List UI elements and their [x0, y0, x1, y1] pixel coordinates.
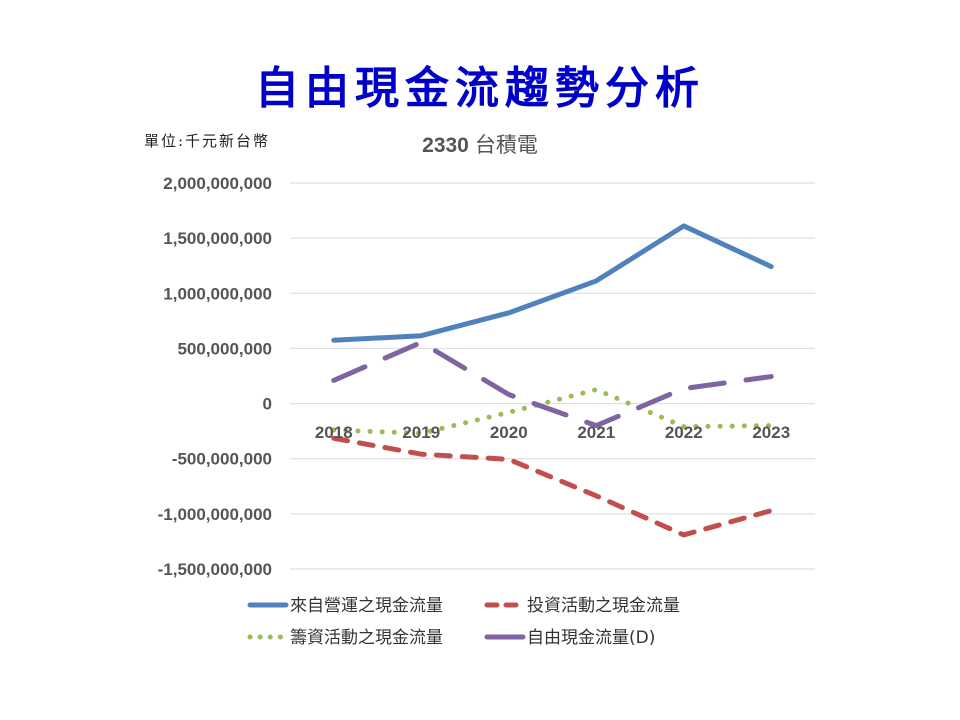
series-line-3 [331, 387, 774, 436]
chart-title: 2330 台積電 [422, 134, 538, 157]
x-tick-label: 2023 [752, 423, 790, 442]
unit-label: 單位:千元新台幣 [144, 132, 271, 150]
legend-label: 來自營運之現金流量 [290, 596, 443, 616]
y-tick-label: 2,000,000,000 [163, 174, 272, 193]
chart-title-code: 2330 [422, 134, 469, 157]
x-tick-label: 2021 [577, 423, 615, 442]
y-tick-label: -1,000,000,000 [158, 505, 272, 524]
series-line-1 [331, 223, 774, 343]
y-tick-label: -1,500,000,000 [158, 560, 272, 579]
x-tick-label: 2019 [402, 423, 440, 442]
legend-label: 自由現金流量(D) [527, 628, 655, 648]
y-tick-label: -500,000,000 [172, 450, 272, 469]
legend-label: 投資活動之現金流量 [527, 596, 680, 616]
page-title: 自由現金流趨勢分析 [255, 63, 705, 114]
x-tick-label: 2018 [315, 423, 353, 442]
x-tick-label: 2020 [490, 423, 528, 442]
y-tick-label: 0 [263, 395, 272, 414]
chart-title-company: 台積電 [475, 134, 538, 157]
legend-label: 籌資活動之現金流量 [290, 628, 443, 648]
y-tick-label: 500,000,000 [177, 339, 272, 358]
series-line-2 [331, 435, 774, 538]
series-line-4 [331, 339, 774, 429]
y-tick-label: 1,500,000,000 [163, 229, 272, 248]
x-tick-label: 2022 [665, 423, 703, 442]
y-tick-label: 1,000,000,000 [163, 284, 272, 303]
